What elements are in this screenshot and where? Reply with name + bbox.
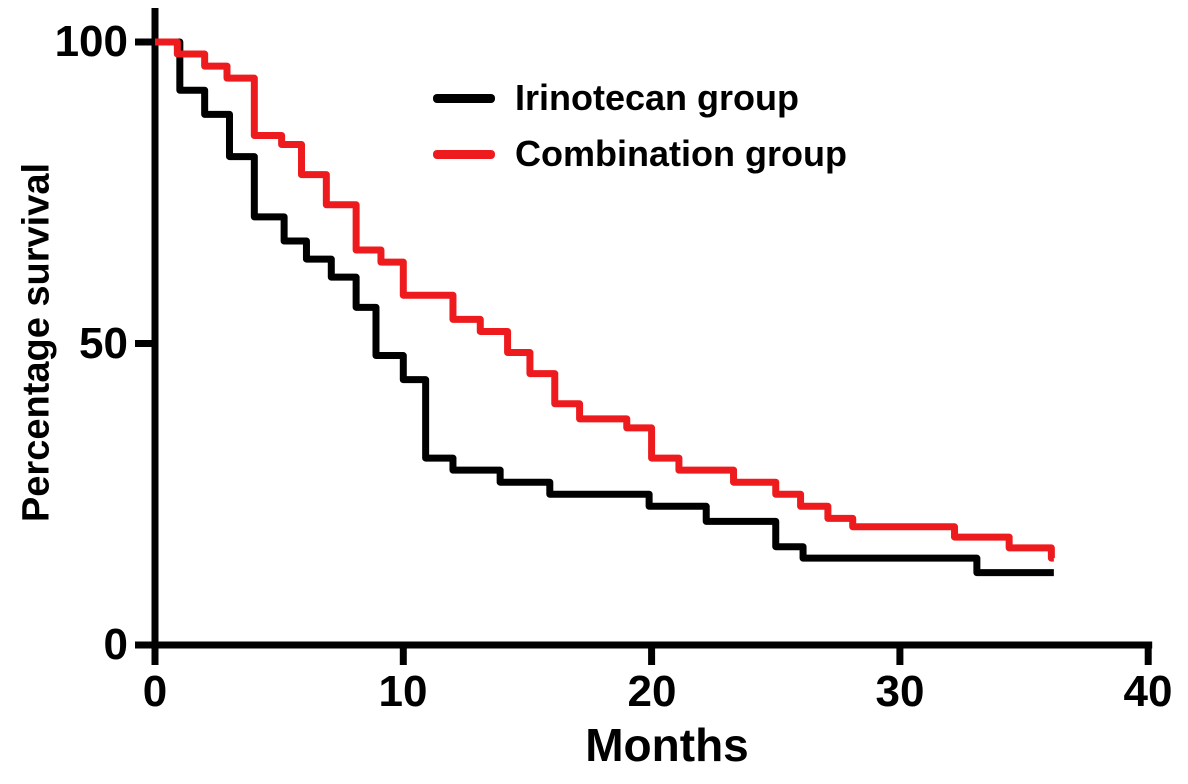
legend-label-combination: Combination group <box>515 133 847 174</box>
x-tick-label-0: 0 <box>142 667 168 716</box>
y-tick-label-0: 0 <box>103 620 128 669</box>
x-tick-label-30: 30 <box>875 667 925 716</box>
x-tick-label-10: 10 <box>378 667 428 716</box>
legend-item-irinotecan: Irinotecan group <box>433 70 847 126</box>
legend: Irinotecan group Combination group <box>433 70 847 182</box>
irinotecan-line-swatch <box>433 93 495 103</box>
x-axis-title: Months <box>585 719 749 771</box>
combination-line-swatch <box>433 149 495 159</box>
y-tick-label-50: 50 <box>79 319 128 368</box>
x-tick-label-20: 20 <box>627 667 677 716</box>
x-tick-label-40: 40 <box>1123 667 1173 716</box>
y-tick-label-100: 100 <box>54 17 128 66</box>
curve-combination-group <box>155 38 1055 562</box>
curve-irinotecan-group <box>155 38 1054 577</box>
legend-item-combination: Combination group <box>433 126 847 182</box>
legend-label-irinotecan: Irinotecan group <box>515 77 800 118</box>
